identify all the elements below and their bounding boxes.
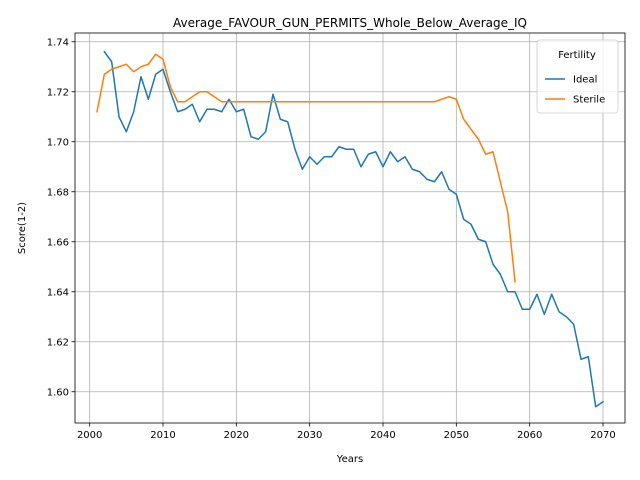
y-tick-label: 1.66 [47,237,69,248]
series-line-sterile [96,53,516,283]
x-tick-label: 2020 [224,430,249,441]
x-tick-label: 2060 [517,430,542,441]
chart-title: Average_FAVOUR_GUN_PERMITS_Whole_Below_A… [173,16,527,30]
y-tick-label: 1.68 [47,187,69,198]
x-tick-label: 2030 [297,430,322,441]
axis-ticks: 2000 2010 2020 2030 2040 2050 2060 2070 1.60 1.62… [47,37,616,441]
x-tick-label: 2000 [77,430,102,441]
x-tick-label: 2070 [590,430,615,441]
y-tick-label: 1.64 [47,287,69,298]
x-tick-label: 2040 [370,430,395,441]
plot-frame [74,32,626,424]
y-tick-label: 1.70 [47,137,69,148]
x-tick-label: 2010 [150,430,175,441]
y-tick-label: 1.72 [47,87,69,98]
data-series [96,50,605,408]
y-tick-label: 1.62 [47,337,69,348]
series-line-ideal [103,50,605,408]
y-axis-label: Score(1-2) [17,202,28,254]
y-tick-label: 1.60 [47,387,69,398]
legend: Fertility Ideal Sterile [536,39,619,114]
x-axis-label: Years [336,454,363,465]
legend-label-sterile: Sterile [573,95,605,106]
y-tick-label: 1.74 [47,37,69,48]
legend-label-ideal: Ideal [573,75,597,86]
legend-title: Fertility [558,50,596,61]
x-tick-label: 2050 [444,430,469,441]
legend-box [536,39,619,114]
